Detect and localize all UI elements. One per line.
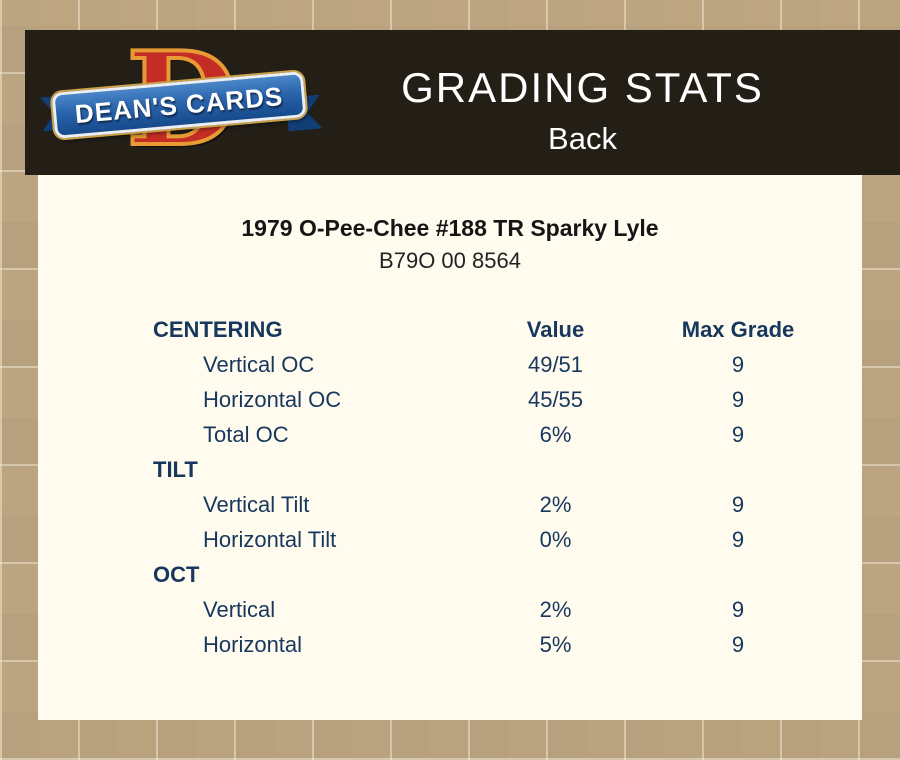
page-title: GRADING STATS (401, 64, 764, 111)
table-row-centering-header: CENTERING Value Max Grade (153, 312, 862, 347)
row-value: 45/55 (527, 386, 584, 412)
table-row-vertical-oc: Vertical OC 49/51 9 (153, 347, 862, 382)
row-label: Vertical (203, 596, 276, 622)
row-value: 49/51 (527, 351, 584, 377)
card-title: 1979 O-Pee-Chee #188 TR Sparky Lyle (241, 215, 659, 241)
content-panel: 1979 O-Pee-Chee #188 TR Sparky Lyle B79O… (38, 175, 862, 720)
table-row-oct-horizontal: Horizontal 5% 9 (153, 627, 862, 662)
table-row-horizontal-oc: Horizontal OC 45/55 9 (153, 382, 862, 417)
row-max-grade: 9 (731, 351, 745, 377)
table-row-oct-header: OCT (153, 557, 862, 592)
section-label-oct: OCT (153, 561, 200, 587)
row-max-grade: 9 (731, 386, 745, 412)
page-subtitle-back: Back (548, 121, 617, 156)
table-row-total-oc: Total OC 6% 9 (153, 417, 862, 452)
card-serial-number: B79O 00 8564 (379, 248, 521, 273)
row-value: 5% (539, 631, 572, 657)
header-bar: D DEAN'S CARDS GRADING STATS Back (25, 30, 900, 175)
grading-stats-table: CENTERING Value Max Grade Vertical OC 49… (153, 312, 862, 662)
row-value: 2% (539, 491, 572, 517)
column-header-value: Value (526, 316, 585, 342)
row-value: 6% (539, 421, 572, 447)
row-value: 2% (539, 596, 572, 622)
row-label: Vertical Tilt (203, 491, 310, 517)
row-label: Horizontal Tilt (203, 526, 337, 552)
section-label-tilt: TILT (153, 456, 198, 482)
row-max-grade: 9 (731, 491, 745, 517)
table-row-vertical-tilt: Vertical Tilt 2% 9 (153, 487, 862, 522)
row-label: Total OC (203, 421, 289, 447)
deans-cards-logo[interactable]: D DEAN'S CARDS (57, 30, 307, 172)
header-titles: GRADING STATS Back (285, 30, 880, 175)
row-value: 0% (539, 526, 572, 552)
row-label: Vertical OC (203, 351, 315, 377)
table-row-oct-vertical: Vertical 2% 9 (153, 592, 862, 627)
row-label: Horizontal OC (203, 386, 342, 412)
row-max-grade: 9 (731, 631, 745, 657)
row-max-grade: 9 (731, 526, 745, 552)
row-max-grade: 9 (731, 421, 745, 447)
row-label: Horizontal (203, 631, 303, 657)
section-label-centering: CENTERING (153, 316, 283, 342)
row-max-grade: 9 (731, 596, 745, 622)
table-row-tilt-header: TILT (153, 452, 862, 487)
table-row-horizontal-tilt: Horizontal Tilt 0% 9 (153, 522, 862, 557)
column-header-max-grade: Max Grade (681, 316, 795, 342)
